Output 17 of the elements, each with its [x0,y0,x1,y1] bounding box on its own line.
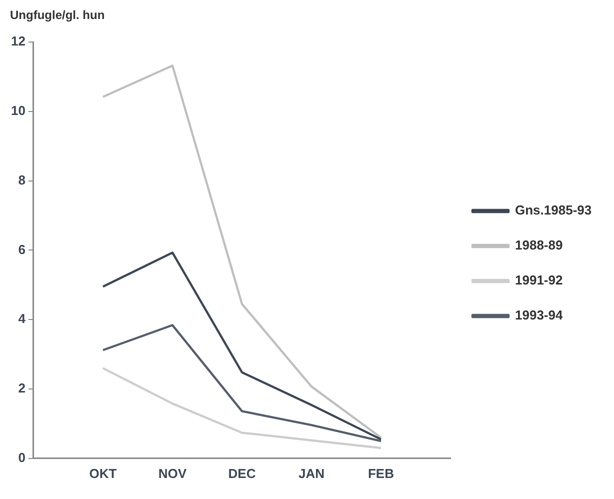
y-tick-label: 0 [18,450,26,465]
x-tick-label: FEB [368,466,394,481]
y-tick-label: 10 [10,102,26,118]
y-tick-label: 8 [18,172,26,188]
x-tick-label: NOV [158,466,187,481]
legend-label: 1991-92 [515,272,563,288]
legend-label: 1993-94 [515,308,564,323]
x-tick-label: DEC [228,466,256,481]
y-tick-label: 12 [10,34,26,49]
y-tick-label: 6 [18,242,26,257]
y-axis-title: Ungfugle/gl. hun [9,8,106,24]
x-tick-label: OKT [89,466,117,481]
legend-label: Gns.1985-93 [515,202,592,218]
y-tick-label: 4 [18,311,26,326]
x-tick-label: JAN [298,466,324,481]
y-tick-label: 2 [18,380,26,396]
legend-label: 1988-89 [515,238,563,253]
